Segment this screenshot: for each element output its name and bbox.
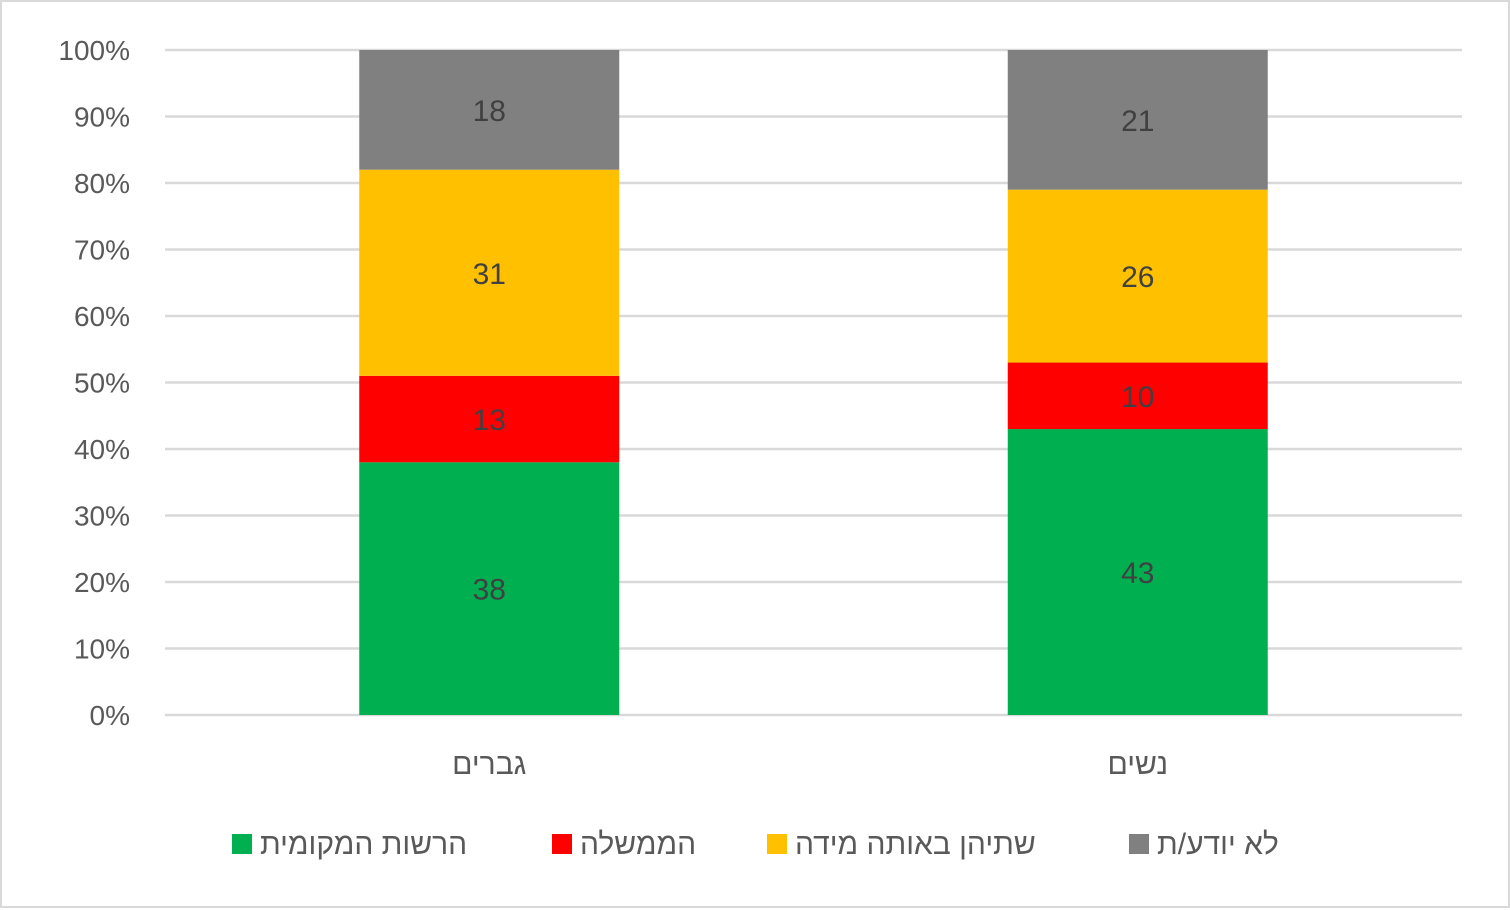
y-tick-label: 90%: [74, 102, 130, 133]
y-tick-label: 40%: [74, 434, 130, 465]
y-tick-label: 10%: [74, 634, 130, 665]
legend-marker-icon: [552, 834, 572, 854]
data-label: 10: [1121, 381, 1154, 414]
data-label: 38: [473, 574, 506, 607]
y-tick-label: 60%: [74, 301, 130, 332]
legend-marker-icon: [232, 834, 252, 854]
data-label: 43: [1121, 557, 1154, 590]
data-label: 18: [473, 95, 506, 128]
legend-marker-icon: [1129, 834, 1149, 854]
legend-label: לא יודע/ת: [1157, 828, 1279, 861]
legend-label: הרשות המקומית: [260, 828, 467, 861]
legend-label: הממשלה: [580, 828, 696, 861]
bar-segment: [1007, 429, 1268, 715]
data-label: 26: [1121, 261, 1154, 294]
y-tick-label: 100%: [58, 35, 130, 66]
bar-segment: [359, 169, 620, 376]
legend-marker-icon: [767, 834, 787, 854]
data-label: 31: [473, 258, 506, 291]
y-tick-label: 80%: [74, 168, 130, 199]
bar-segment: [359, 375, 620, 463]
y-tick-label: 0%: [90, 700, 130, 731]
bar-segment: [359, 50, 620, 170]
x-category-label: נשים: [1107, 748, 1168, 781]
y-tick-label: 50%: [74, 368, 130, 399]
y-tick-label: 30%: [74, 501, 130, 532]
legend-label: שתיהן באותה מידה: [795, 828, 1036, 861]
x-category-label: גברים: [452, 748, 526, 781]
y-tick-label: 70%: [74, 235, 130, 266]
data-label: 13: [473, 404, 506, 437]
bar-segment: [1007, 189, 1268, 363]
bar-segment: [1007, 50, 1268, 190]
bar-segment: [359, 462, 620, 715]
y-tick-label: 20%: [74, 567, 130, 598]
bar-segment: [1007, 362, 1268, 430]
data-label: 21: [1121, 105, 1154, 138]
